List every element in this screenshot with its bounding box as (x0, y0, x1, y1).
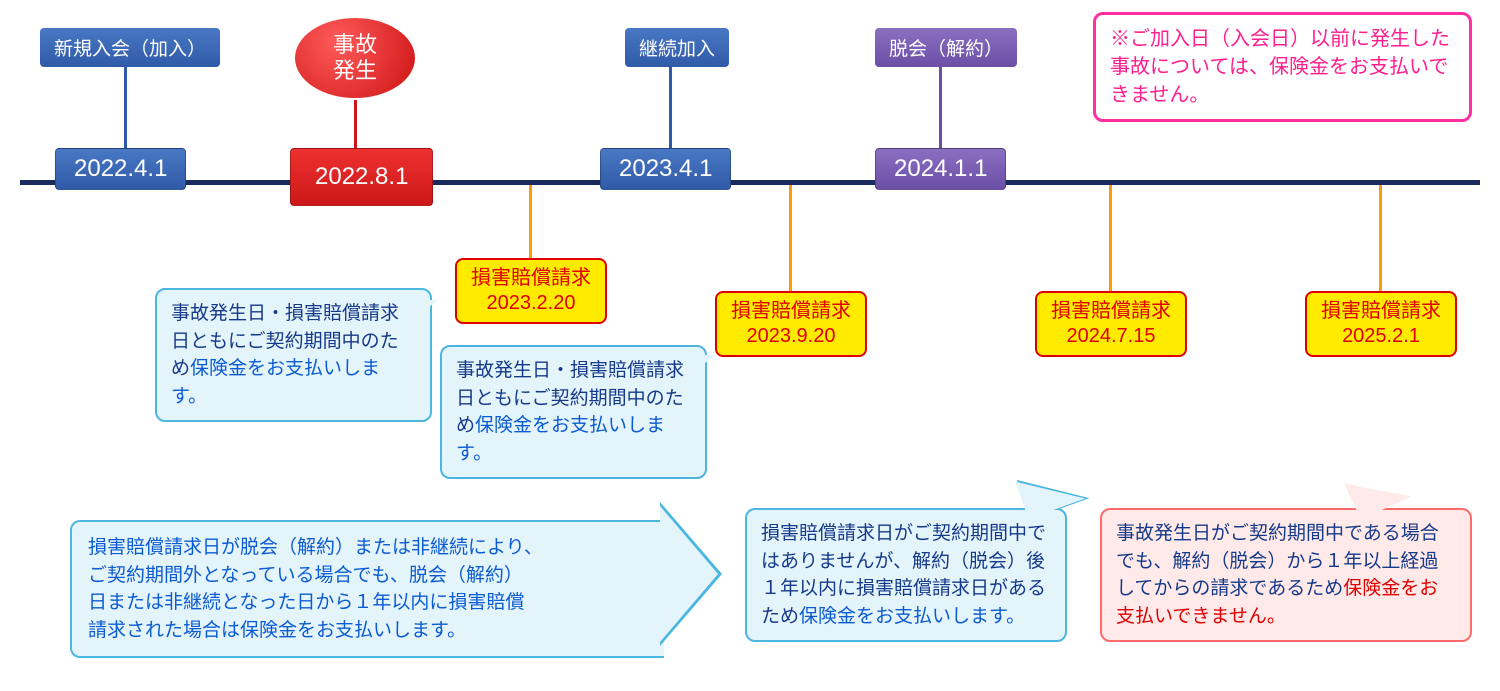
claim2-box: 損害賠償請求 2023.9.20 (715, 291, 867, 357)
accident-connector (354, 100, 357, 150)
arrow-note-line1: 損害賠償請求日が脱会（解約）または非継続により、 (88, 537, 543, 558)
join-date-plate: 2022.4.1 (55, 148, 186, 190)
accident-oval: 事故 発生 (295, 18, 415, 98)
renew-date: 2023.4.1 (619, 155, 712, 182)
leave-date: 2024.1.1 (894, 155, 987, 182)
callout-b: 事故発生日・損害賠償請求日ともにご契約期間中のため保険金をお支払いします。 (440, 345, 707, 479)
callout-a: 事故発生日・損害賠償請求日ともにご契約期間中のため保険金をお支払いします。 (155, 288, 432, 422)
join-label: 新規入会（加入） (54, 39, 206, 60)
join-pill: 新規入会（加入） (40, 28, 220, 67)
disclaimer-text: ※ご加入日（入会日）以前に発生した事故については、保険金をお支払いできません。 (1110, 28, 1450, 106)
claim1-label: 損害賠償請求 (471, 267, 591, 289)
accident-date: 2022.8.1 (315, 163, 408, 190)
renew-pill: 継続加入 (625, 28, 729, 67)
claim4-label: 損害賠償請求 (1321, 300, 1441, 322)
timeline-diagram: ※ご加入日（入会日）以前に発生した事故については、保険金をお支払いできません。 … (0, 0, 1500, 691)
claim1-box: 損害賠償請求 2023.2.20 (455, 258, 607, 324)
timeline-axis (20, 180, 1480, 185)
callout-a-hl: 保険金をお支払いします。 (171, 358, 380, 407)
claim2-date: 2023.9.20 (747, 325, 836, 347)
leave-date-plate: 2024.1.1 (875, 148, 1006, 190)
claim3-connector (1109, 185, 1112, 293)
claim3-box: 損害賠償請求 2024.7.15 (1035, 291, 1187, 357)
claim1-connector (529, 185, 532, 260)
callout-b-tail (685, 355, 715, 379)
callout-c-hl: 保険金をお支払いします。 (799, 606, 1025, 627)
accident-date-plate: 2022.8.1 (290, 148, 433, 206)
arrow-note-line3: 日または非継続となった日から１年以内に損害賠償 (88, 592, 524, 613)
callout-b-hl: 保険金をお支払いします。 (456, 415, 665, 464)
leave-label: 脱会（解約） (889, 39, 1003, 60)
claim4-date: 2025.2.1 (1342, 325, 1420, 347)
callout-c: 損害賠償請求日がご契約期間中ではありませんが、解約（脱会）後１年以内に損害賠償請… (745, 508, 1067, 642)
accident-label: 事故 発生 (333, 32, 377, 85)
arrow-note: 損害賠償請求日が脱会（解約）または非継続により、 ご契約期間外となっている場合で… (70, 520, 664, 658)
claim3-label: 損害賠償請求 (1051, 300, 1171, 322)
claim1-date: 2023.2.20 (487, 292, 576, 314)
arrow-note-head (660, 506, 718, 642)
claim2-connector (789, 185, 792, 293)
claim4-box: 損害賠償請求 2025.2.1 (1305, 291, 1457, 357)
claim4-connector (1379, 185, 1382, 293)
callout-c-tail (1015, 461, 1085, 519)
disclaimer-note: ※ご加入日（入会日）以前に発生した事故については、保険金をお支払いできません。 (1093, 12, 1472, 122)
callout-d: 事故発生日がご契約期間中である場合でも、解約（脱会）から１年以上経過してからの請… (1100, 508, 1472, 642)
renew-date-plate: 2023.4.1 (600, 148, 731, 190)
callout-a-tail (410, 300, 438, 322)
arrow-note-line4: 請求された場合は保険金をお支払いします。 (88, 620, 466, 641)
renew-label: 継続加入 (639, 39, 715, 60)
arrow-note-line2: ご契約期間外となっている場合でも、脱会（解約） (88, 565, 523, 586)
claim2-label: 損害賠償請求 (731, 300, 851, 322)
leave-pill: 脱会（解約） (875, 28, 1017, 67)
claim3-date: 2024.7.15 (1067, 325, 1156, 347)
join-date: 2022.4.1 (74, 155, 167, 182)
